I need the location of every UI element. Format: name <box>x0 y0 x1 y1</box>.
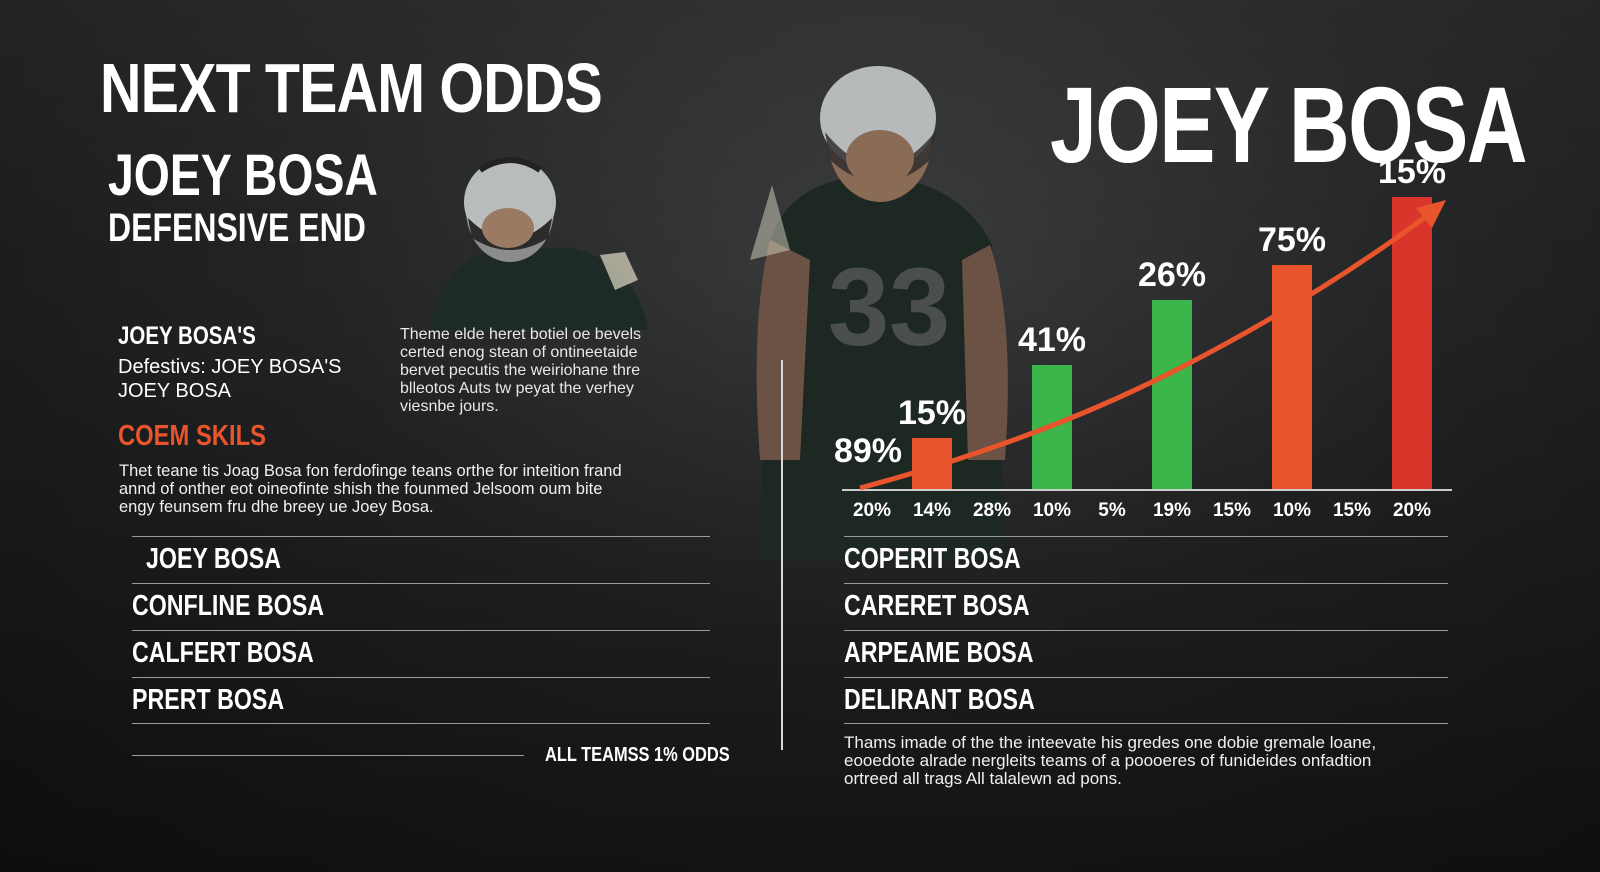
right-description-line: ortreed all trags All talalewn ad pons. <box>844 769 1122 788</box>
x-tick-label: 20% <box>853 500 891 521</box>
bar <box>1152 300 1192 490</box>
chart-bars <box>912 197 1432 490</box>
list-divider <box>132 677 710 678</box>
description-line: certed enog stean of ontineetaide <box>400 344 638 361</box>
description-line: viesnbe jours. <box>400 398 499 415</box>
list-divider <box>132 723 710 724</box>
trend-arrow <box>859 200 1446 491</box>
bar-value-label: 41% <box>1018 321 1086 359</box>
footer-rule <box>132 755 524 756</box>
list-divider <box>844 677 1448 678</box>
left-list-item: PRERT BOSA <box>132 684 285 716</box>
x-tick-label: 19% <box>1153 500 1191 521</box>
x-tick-label: 20% <box>1393 500 1431 521</box>
description-line: blleotos Auts tw peyat the verhey <box>400 380 634 397</box>
footer-odds-text: ALL TEAMSS 1% ODDS <box>545 744 730 766</box>
info-line: Defestivs: JOEY BOSA'S <box>118 356 342 378</box>
left-list-item: JOEY BOSA <box>146 543 281 575</box>
list-divider <box>844 723 1448 724</box>
list-divider <box>844 536 1448 537</box>
left-list-item: CALFERT BOSA <box>132 637 314 669</box>
right-list-item: DELIRANT BOSA <box>844 684 1035 716</box>
x-tick-label: 14% <box>913 500 951 521</box>
list-divider <box>844 630 1448 631</box>
skills-line: Thet teane tis Joag Bosa fon ferdofinge … <box>119 462 622 480</box>
list-divider <box>132 630 710 631</box>
list-divider <box>132 583 710 584</box>
right-description-line: eooedote alrade nergleits teams of a poo… <box>844 751 1372 770</box>
bar <box>1392 197 1432 490</box>
left-list-item: CONFLINE BOSA <box>132 590 325 622</box>
player-name: JOEY BOSA <box>108 143 378 208</box>
page-title: NEXT TEAM ODDS <box>100 49 603 127</box>
skills-line: engy feunsem fru dhe breey ue Joey Bosa. <box>119 498 434 516</box>
info-heading: JOEY BOSA'S <box>118 322 256 350</box>
trend-arrowhead <box>1416 200 1446 228</box>
skills-line: annd of onther eot oineofinte shish the … <box>119 480 603 498</box>
bar <box>1272 265 1312 490</box>
right-list-item: ARPEAME BOSA <box>844 637 1034 669</box>
trend-line <box>859 209 1434 491</box>
bar-value-label: 15% <box>1378 153 1446 191</box>
right-list-item: COPERIT BOSA <box>844 543 1021 575</box>
center-divider <box>781 360 783 750</box>
chart-labels: 15%41%26%75%15%89% <box>834 153 1446 470</box>
right-list-item: CARERET BOSA <box>844 590 1030 622</box>
skills-text: Thet teane tis Joag Bosa fon ferdofinge … <box>119 462 719 516</box>
player-image-small <box>430 157 648 330</box>
chart-x-ticks: 20% 14% 28% 10% 5% 19% 15% 10% 15% 20% <box>853 500 1431 521</box>
player-position: DEFENSIVE END <box>108 206 366 250</box>
x-tick-label: 15% <box>1333 500 1371 521</box>
odds-chart: 15%41%26%75%15%89% 20% 14% 28% 10% 5% 19% 15% 1… <box>834 153 1452 521</box>
bar-value-label: 26% <box>1138 256 1206 294</box>
bar-value-label: 75% <box>1258 221 1326 259</box>
bar-value-label: 89% <box>834 432 902 470</box>
skills-heading: COEM SKILS <box>118 420 266 452</box>
x-tick-label: 15% <box>1213 500 1251 521</box>
right-description: Thams imade of the the inteevate his gre… <box>844 734 1464 788</box>
list-divider <box>844 583 1448 584</box>
bar-value-label: 15% <box>898 394 966 432</box>
x-tick-label: 10% <box>1273 500 1311 521</box>
list-divider <box>132 536 710 537</box>
x-tick-label: 28% <box>973 500 1011 521</box>
right-description-line: Thams imade of the the inteevate his gre… <box>844 733 1377 752</box>
description-text: Theme elde heret botiel oe bevels certed… <box>400 326 730 416</box>
description-line: bervet pecutis the weiriohane thre <box>400 362 641 379</box>
description-line: Theme elde heret botiel oe bevels <box>400 326 642 343</box>
x-tick-label: 10% <box>1033 500 1071 521</box>
svg-text:33: 33 <box>828 246 950 369</box>
right-player-name: JOEY BOSA <box>1050 64 1528 185</box>
info-line: JOEY BOSA <box>118 380 232 402</box>
x-tick-label: 5% <box>1098 500 1126 521</box>
